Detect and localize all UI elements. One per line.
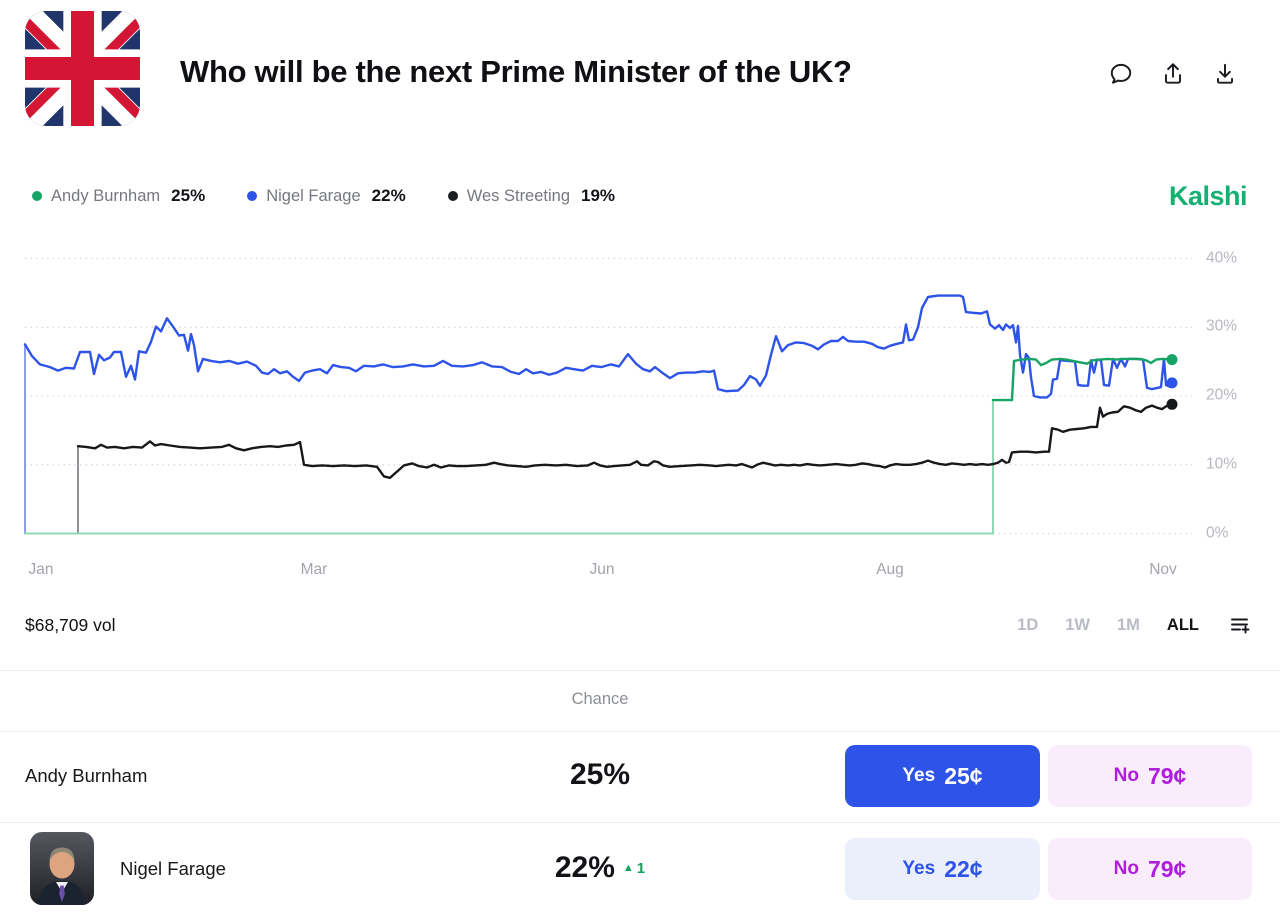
divider bbox=[0, 822, 1280, 823]
legend-item-nigel-farage[interactable]: Nigel Farage 22% bbox=[247, 186, 406, 206]
time-filter-1d[interactable]: 1D bbox=[1017, 615, 1039, 634]
time-range-filters: 1D 1W 1M ALL bbox=[1017, 613, 1252, 637]
series-line-andy-burnham bbox=[991, 357, 1174, 402]
chart-legend: Andy Burnham 25% Nigel Farage 22% Wes St… bbox=[32, 186, 615, 206]
legend-value: 19% bbox=[581, 186, 616, 205]
no-button[interactable]: No 79¢ bbox=[1048, 838, 1252, 900]
price-chart[interactable]: 0% 10% 20% 30% 40% Jan Mar Jun Aug Nov bbox=[0, 249, 1280, 585]
no-label: No bbox=[1113, 765, 1139, 786]
yes-button[interactable]: Yes 22¢ bbox=[845, 838, 1040, 900]
y-tick-label: 10% bbox=[1206, 455, 1238, 473]
legend-name: Nigel Farage bbox=[266, 186, 361, 205]
y-tick-label: 40% bbox=[1206, 249, 1238, 267]
candidate-avatar bbox=[30, 832, 94, 905]
legend-name: Wes Streeting bbox=[466, 186, 571, 205]
time-filter-1w[interactable]: 1W bbox=[1065, 615, 1090, 634]
download-icon[interactable] bbox=[1212, 61, 1238, 87]
x-tick-label: Jun bbox=[589, 561, 615, 578]
candidate-name: Andy Burnham bbox=[25, 765, 148, 786]
no-price: 79¢ bbox=[1147, 762, 1187, 789]
time-filter-1m[interactable]: 1M bbox=[1117, 615, 1140, 634]
comment-icon[interactable] bbox=[1108, 61, 1134, 87]
legend-item-wes-streeting[interactable]: Wes Streeting 19% bbox=[447, 186, 616, 206]
candidate-name: Nigel Farage bbox=[120, 858, 226, 879]
series-end-dot bbox=[1166, 398, 1178, 410]
y-tick-label: 0% bbox=[1206, 524, 1229, 542]
legend-dot-blue bbox=[247, 191, 258, 201]
no-button[interactable]: No 79¢ bbox=[1048, 745, 1252, 807]
legend-dot-green bbox=[32, 191, 42, 201]
series-line-wes-streeting bbox=[76, 403, 1174, 480]
no-label: No bbox=[1113, 858, 1139, 879]
y-tick-label: 30% bbox=[1206, 317, 1238, 335]
yes-label: Yes bbox=[902, 858, 936, 879]
chance-value: 22% bbox=[554, 851, 615, 884]
series-end-dot bbox=[1166, 354, 1178, 366]
delta-up-icon: ▲ bbox=[622, 862, 634, 874]
chance-cell: 25% bbox=[500, 758, 700, 792]
divider bbox=[0, 731, 1280, 732]
y-tick-label: 20% bbox=[1206, 386, 1238, 404]
yes-label: Yes bbox=[902, 765, 936, 786]
legend-value: 25% bbox=[171, 186, 206, 205]
chart-plot[interactable] bbox=[0, 250, 1280, 560]
series-preline-andy-burnham bbox=[24, 399, 994, 535]
series-line-nigel-farage bbox=[23, 294, 1174, 399]
series-preline-wes-streeting bbox=[24, 445, 79, 535]
chance-column-header: Chance bbox=[571, 690, 629, 708]
legend-item-andy-burnham[interactable]: Andy Burnham 25% bbox=[32, 186, 205, 206]
volume-label: $68,709 vol bbox=[25, 615, 116, 635]
uk-flag-icon bbox=[25, 10, 140, 127]
x-tick-label: Jan bbox=[28, 561, 54, 578]
chance-value: 25% bbox=[569, 758, 631, 791]
time-filter-all[interactable]: ALL bbox=[1166, 615, 1199, 634]
header-actions bbox=[1108, 61, 1238, 87]
chance-delta: ▲ 1 bbox=[623, 860, 645, 877]
kalshi-logo: Kalshi bbox=[1168, 181, 1248, 211]
divider bbox=[0, 670, 1280, 671]
yes-button[interactable]: Yes 25¢ bbox=[845, 745, 1040, 807]
x-tick-label: Nov bbox=[1149, 561, 1177, 578]
yes-price: 25¢ bbox=[944, 762, 983, 789]
no-price: 79¢ bbox=[1147, 855, 1187, 882]
legend-dot-black bbox=[447, 191, 458, 201]
legend-value: 22% bbox=[371, 186, 406, 205]
chance-cell: 22% ▲ 1 bbox=[500, 851, 700, 885]
add-to-watchlist-icon[interactable] bbox=[1228, 613, 1252, 637]
page-title: Who will be the next Prime Minister of t… bbox=[180, 54, 852, 89]
x-tick-label: Mar bbox=[300, 561, 328, 578]
delta-value: 1 bbox=[636, 859, 646, 877]
x-tick-label: Aug bbox=[876, 561, 904, 578]
series-end-dot bbox=[1166, 377, 1178, 389]
yes-price: 22¢ bbox=[944, 855, 983, 882]
share-icon[interactable] bbox=[1160, 61, 1186, 87]
legend-name: Andy Burnham bbox=[51, 186, 161, 205]
